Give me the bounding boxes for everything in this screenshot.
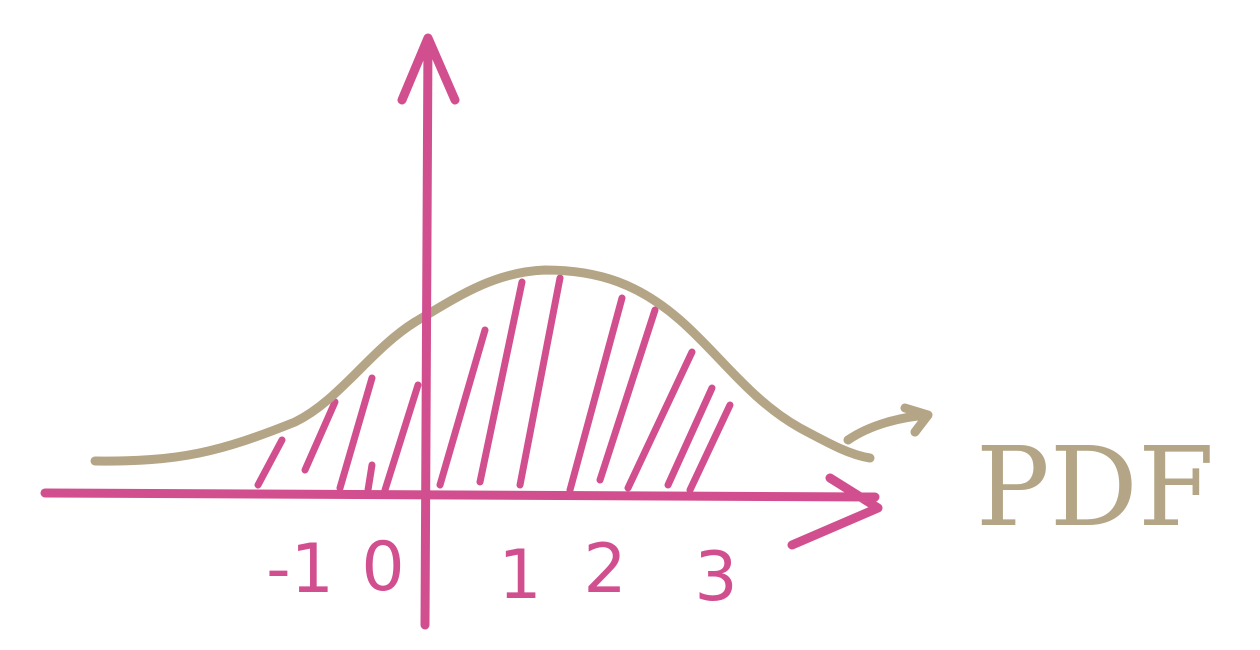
axis-label: 2 (583, 530, 626, 609)
axis-label: -1 (266, 530, 334, 609)
hatching (254, 274, 734, 494)
axis-label: 0 (361, 528, 404, 607)
axis-label: 1 (498, 536, 541, 615)
axis-label: 3 (694, 538, 737, 617)
pdf-curve (90, 265, 875, 466)
y-axis (397, 33, 460, 630)
x-axis (40, 473, 883, 550)
curve-label: PDF (976, 423, 1215, 551)
label-arrow (843, 403, 933, 445)
